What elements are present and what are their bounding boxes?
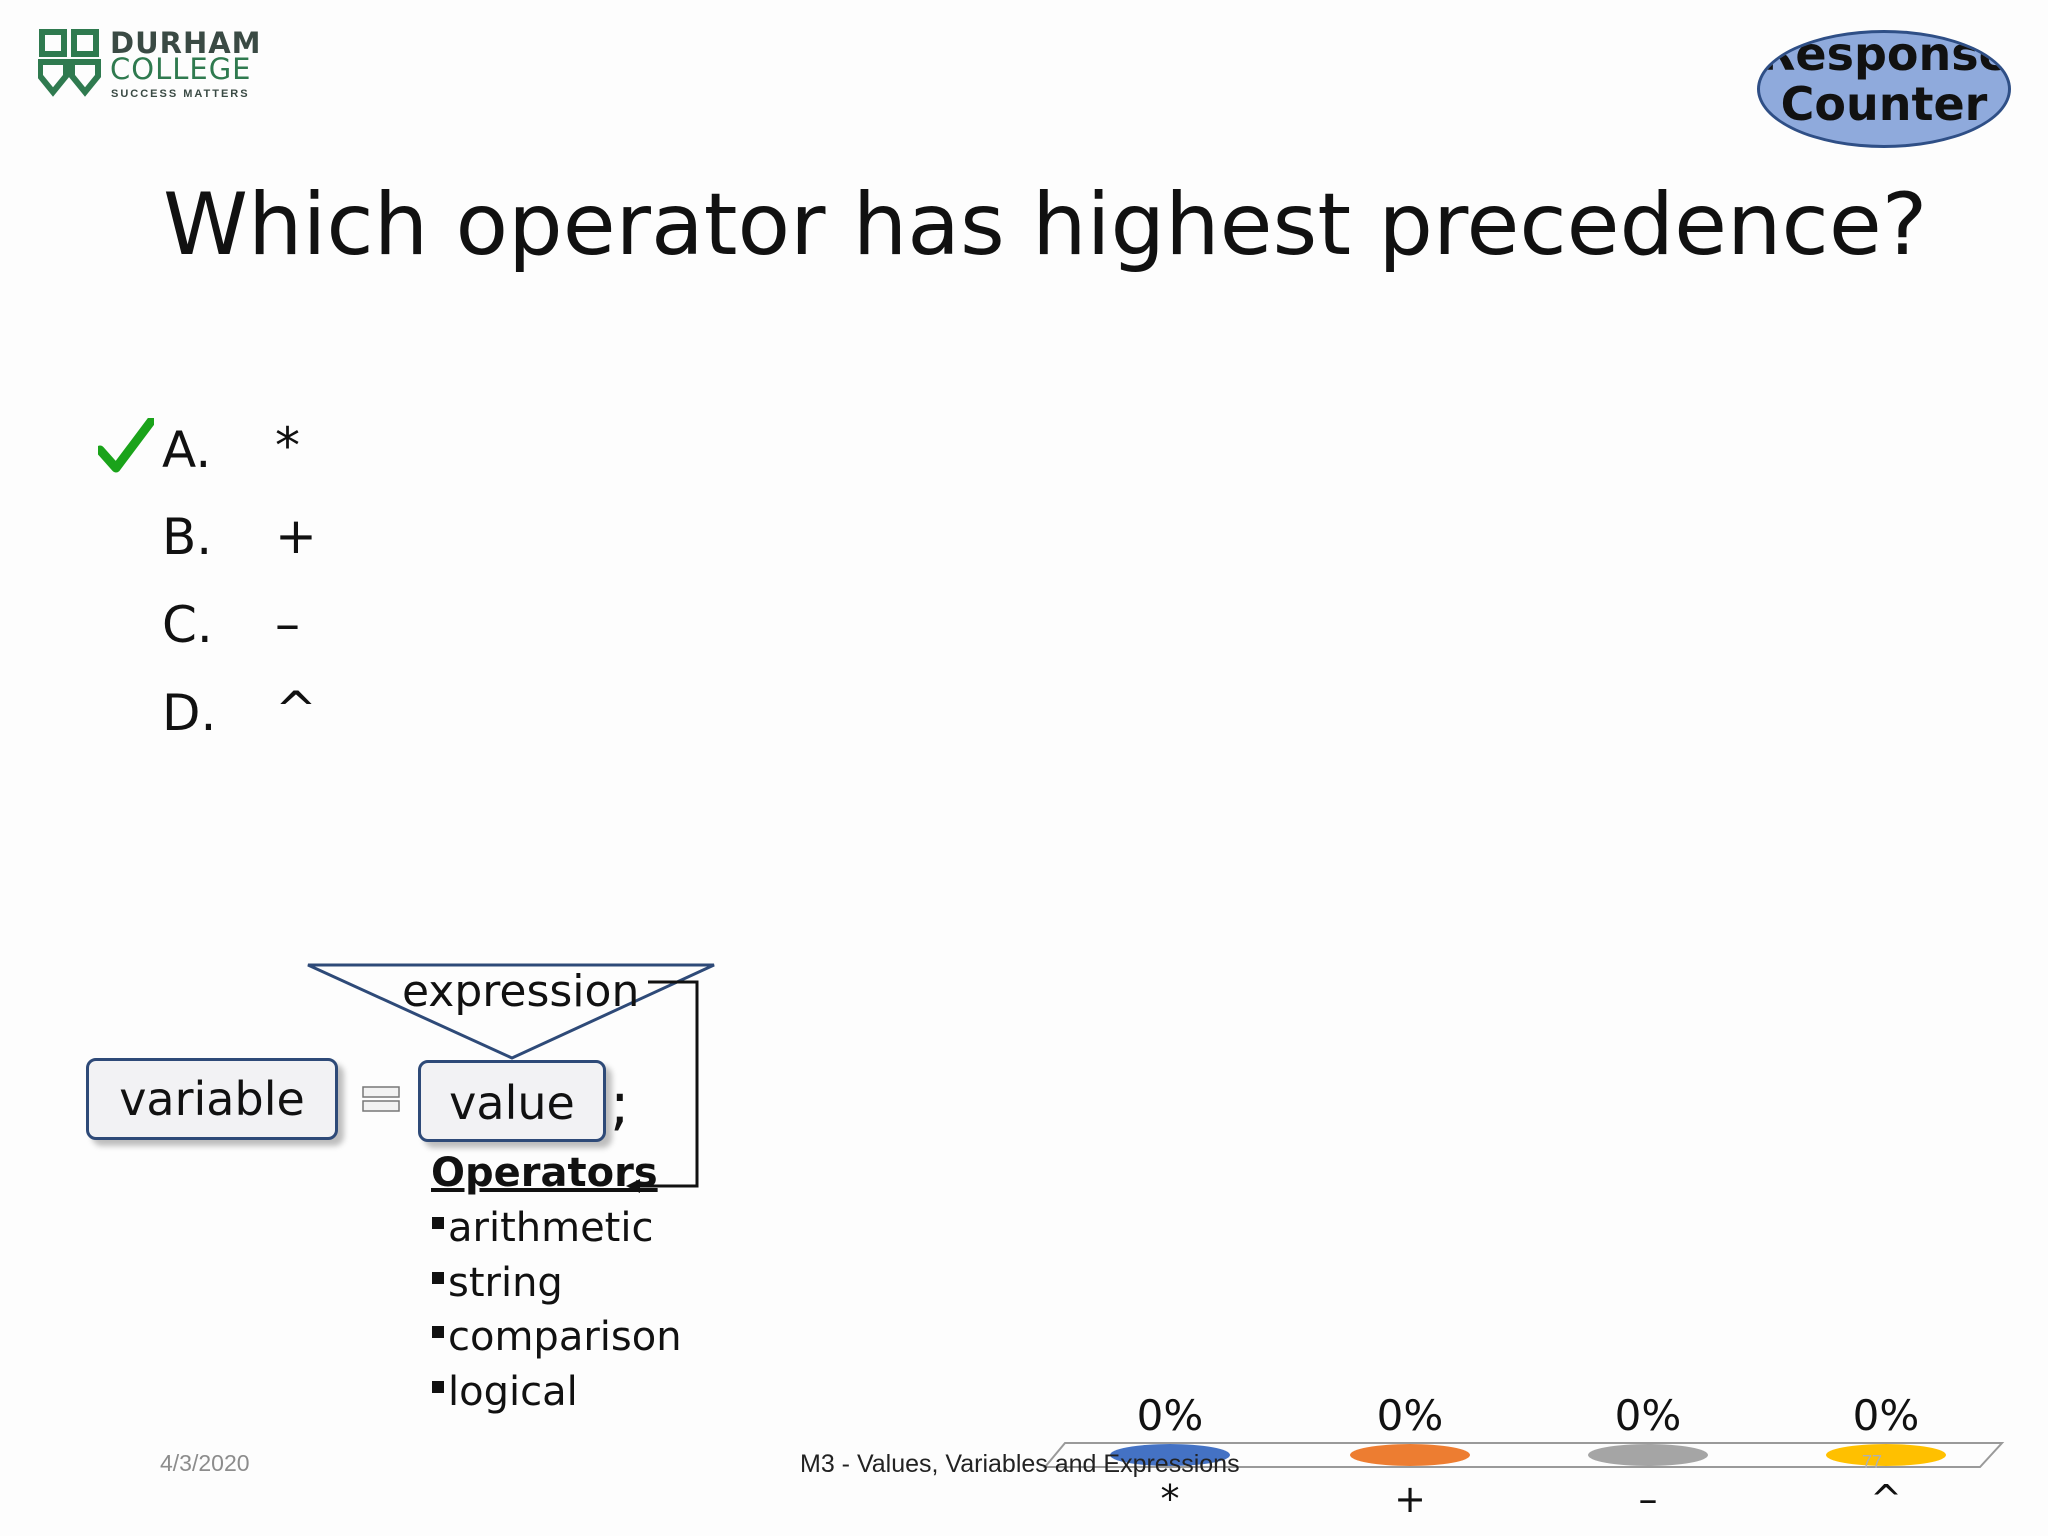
chart-value-label: 0% bbox=[1137, 1391, 1204, 1440]
response-counter-line2: Counter bbox=[1780, 77, 1988, 131]
answer-b-symbol: + bbox=[275, 507, 317, 565]
logo-text-college: COLLEGE bbox=[110, 52, 252, 86]
response-results-chart: 0% * 0% +0% – 0% ^ bbox=[1042, 1391, 2005, 1521]
bullet-icon bbox=[432, 1272, 444, 1284]
correct-check-icon bbox=[98, 418, 154, 473]
bullet-icon bbox=[432, 1326, 444, 1338]
slide-number: 77 bbox=[1862, 1452, 1883, 1472]
operators-heading: Operators bbox=[431, 1150, 658, 1196]
college-crest-icon bbox=[38, 29, 101, 97]
chart-category-label: ^ bbox=[1870, 1477, 1902, 1521]
chart-bar bbox=[1826, 1444, 1946, 1466]
answer-c-symbol: – bbox=[275, 595, 300, 653]
chart-bar bbox=[1350, 1444, 1470, 1466]
answer-d-symbol: ^ bbox=[275, 681, 317, 739]
expression-label: expression bbox=[402, 966, 640, 1017]
logo-text-durham: DURHAM bbox=[110, 26, 262, 60]
equals-sign-icon bbox=[362, 1086, 400, 1112]
response-counter-line1: Response bbox=[1760, 30, 2010, 81]
answer-a-symbol: * bbox=[275, 417, 300, 475]
chart-category-label: + bbox=[1394, 1477, 1426, 1521]
chart-floor bbox=[1042, 1442, 2005, 1468]
chart-category-label: – bbox=[1639, 1477, 1658, 1521]
chart-bar bbox=[1110, 1444, 1230, 1466]
bullet-icon bbox=[432, 1217, 444, 1229]
chart-category-label: * bbox=[1161, 1477, 1180, 1521]
chart-value-label: 0% bbox=[1377, 1391, 1444, 1440]
logo-tagline: SUCCESS MATTERS bbox=[111, 88, 250, 100]
chart-value-label: 0% bbox=[1853, 1391, 1920, 1440]
variable-box: variable bbox=[86, 1058, 338, 1140]
response-counter-badge[interactable]: Response Counter bbox=[1757, 30, 2011, 148]
footer-date: 4/3/2020 bbox=[160, 1450, 250, 1476]
operator-item: logical bbox=[432, 1367, 578, 1417]
answer-a-letter: A. bbox=[162, 421, 212, 479]
question-title: Which operator has highest precedence? bbox=[163, 175, 1928, 275]
durham-college-logo: DURHAM COLLEGE SUCCESS MATTERS bbox=[38, 28, 268, 108]
answer-b-letter: B. bbox=[162, 508, 213, 566]
semicolon-symbol: ; bbox=[610, 1070, 630, 1138]
chart-bar bbox=[1588, 1444, 1708, 1466]
chart-value-label: 0% bbox=[1615, 1391, 1682, 1440]
answer-d-letter: D. bbox=[162, 684, 217, 742]
operator-item: string bbox=[432, 1258, 563, 1308]
bullet-icon bbox=[432, 1381, 444, 1393]
answer-c-letter: C. bbox=[162, 596, 213, 654]
operator-item: arithmetic bbox=[432, 1203, 653, 1253]
value-box: value bbox=[418, 1060, 606, 1142]
footer-title: M3 - Values, Variables and Expressions bbox=[800, 1450, 1240, 1478]
operator-item: comparison bbox=[432, 1312, 682, 1362]
